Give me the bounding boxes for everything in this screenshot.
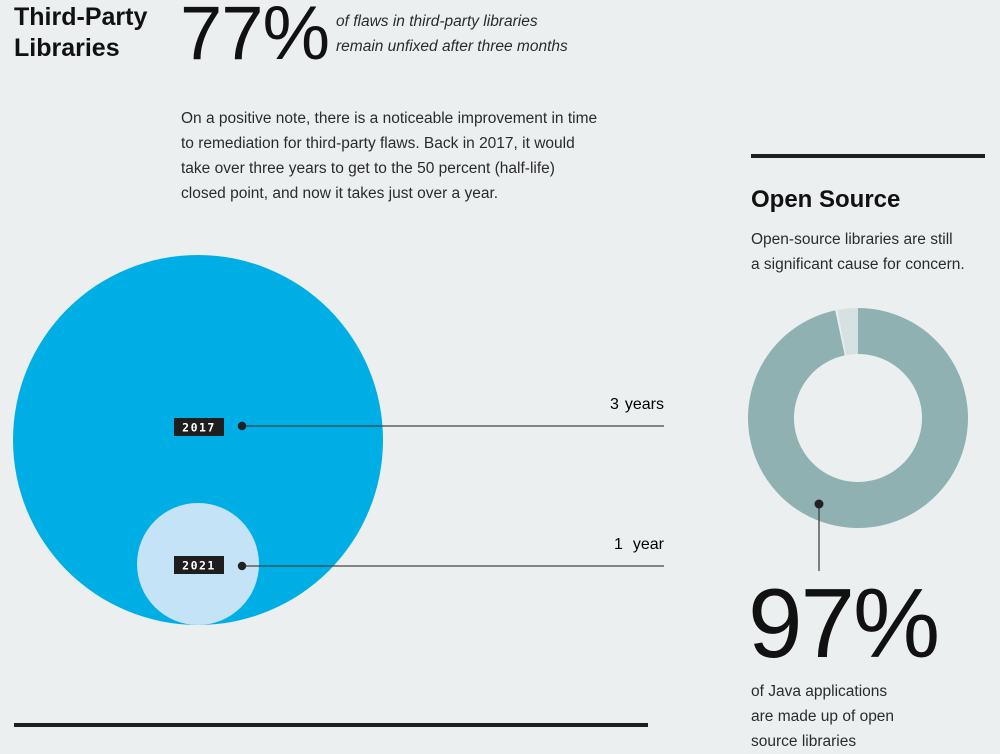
duration-2021-number: 1 (614, 536, 623, 553)
duration-2021-unit: year (633, 536, 665, 553)
open-source-title: Open Source (751, 186, 901, 213)
donut-leader-dot (814, 499, 824, 509)
donut-rest-segment (837, 308, 858, 356)
java-donut-chart (747, 308, 968, 528)
circle-2017 (13, 255, 383, 625)
year-label-2017-bg (174, 418, 224, 436)
open-source-description: Open-source libraries are still a signif… (751, 231, 965, 273)
duration-2017-number: 3 (610, 396, 619, 413)
duration-2017-unit: years (625, 396, 664, 413)
year-label-2021-bg (174, 556, 224, 574)
leader-dot-2017 (237, 421, 247, 431)
section-title: Third-Party Libraries (14, 3, 148, 62)
duration-2017: 3 years (610, 396, 664, 413)
year-label-2021: 2021 (182, 559, 216, 573)
donut-main-segment (747, 308, 968, 528)
unfixed-flaws-note: of flaws in third-party libraries remain… (336, 13, 568, 55)
unfixed-flaws-stat: 77% (180, 0, 330, 76)
duration-2021: 1 year (614, 536, 665, 553)
year-label-2017: 2017 (182, 421, 216, 435)
remediation-paragraph: On a positive note, there is a noticeabl… (181, 110, 598, 202)
leader-dot-2021 (237, 561, 247, 571)
java-oss-stat: 97% (748, 568, 940, 678)
java-oss-note: of Java applications are made up of open… (751, 683, 895, 750)
